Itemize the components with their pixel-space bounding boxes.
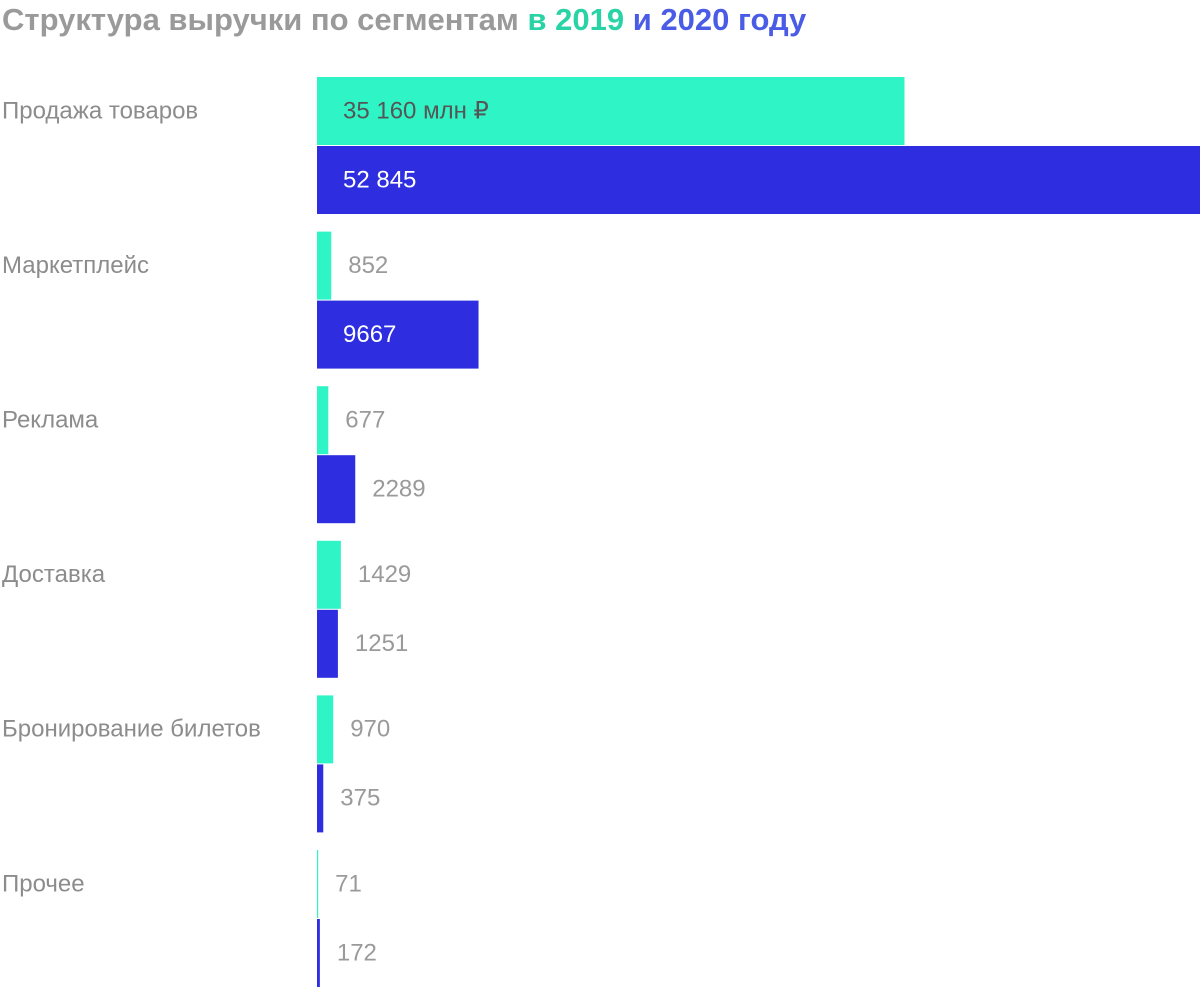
value-label: 970 <box>350 716 390 743</box>
value-label: 375 <box>340 785 380 812</box>
value-label: 35 160 млн ₽ <box>343 97 489 124</box>
value-label: 2289 <box>372 476 425 503</box>
value-label: 1251 <box>355 630 408 657</box>
category-label: Продажа товаров <box>2 97 198 124</box>
value-label: 52 845 <box>343 166 416 193</box>
bar <box>317 764 324 833</box>
bar <box>317 919 320 987</box>
value-label: 71 <box>335 870 362 897</box>
category-label: Маркетплейс <box>2 252 149 279</box>
chart-title: Структура выручки по сегментам в 2019 и … <box>2 2 807 37</box>
legend-entry: в 2019 <box>527 2 624 37</box>
bar <box>317 850 319 918</box>
value-label: 677 <box>345 407 385 434</box>
bar <box>317 695 334 764</box>
value-label: 172 <box>337 939 377 966</box>
category-label: Прочее <box>2 870 85 897</box>
bar <box>317 609 338 678</box>
value-label: 1429 <box>358 561 411 588</box>
title-text: Структура выручки по сегментам <box>2 2 519 37</box>
bar <box>317 77 905 145</box>
bar <box>317 146 1200 214</box>
bar <box>317 540 341 609</box>
bar <box>317 386 329 455</box>
category-label: Бронирование билетов <box>2 716 261 743</box>
value-label: 9667 <box>343 321 396 348</box>
value-label: 852 <box>348 252 388 279</box>
bar <box>317 455 356 524</box>
bar <box>317 231 332 300</box>
category-label: Реклама <box>2 407 99 434</box>
legend-entry: и 2020 году <box>633 2 807 37</box>
category-label: Доставка <box>2 561 106 588</box>
bar <box>317 300 479 369</box>
